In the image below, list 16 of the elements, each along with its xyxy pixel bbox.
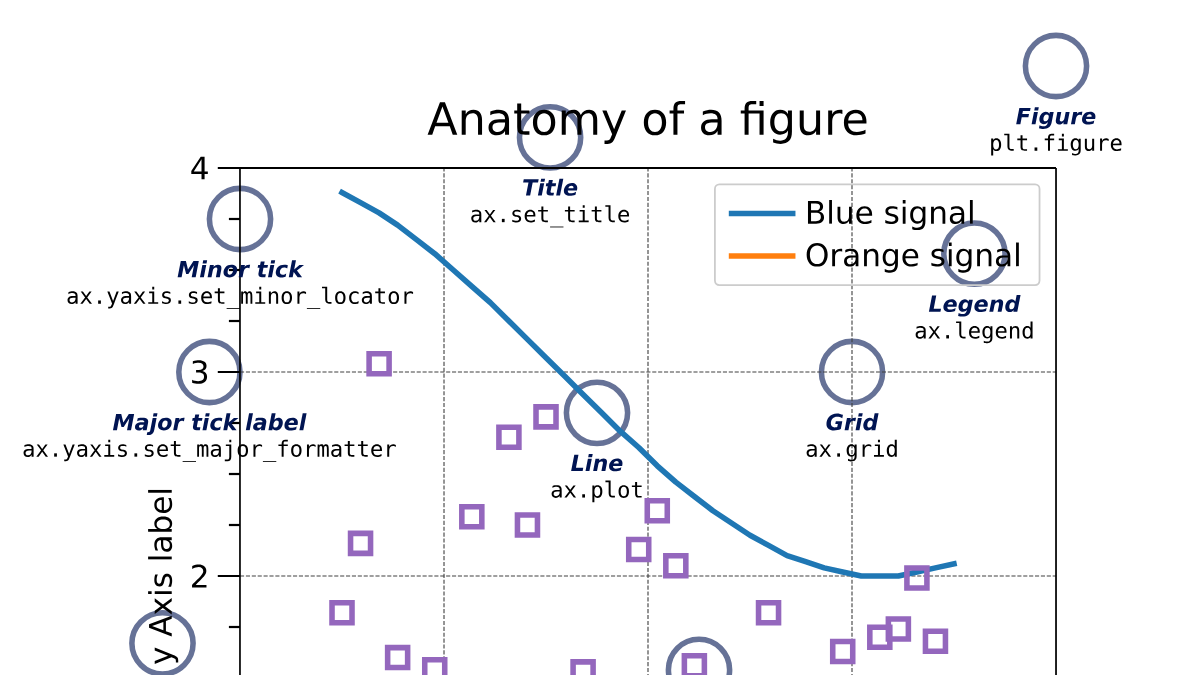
- annotation: ax.set_title: [471, 205, 630, 228]
- annotation: ax.legend: [915, 321, 1033, 344]
- y-tick-label: 4: [191, 156, 208, 180]
- annotation: Line: [571, 454, 623, 472]
- annotation: Title: [523, 178, 578, 196]
- annotation: Grid: [826, 413, 879, 431]
- legend-label: Blue signal: [807, 200, 973, 231]
- text: plt.figure: [991, 133, 1122, 156]
- text: Major tick label: [112, 413, 307, 435]
- annotation: ax.grid: [806, 439, 897, 462]
- annotation: ax.plot: [551, 480, 642, 503]
- y-axis-title: y Axis label: [148, 489, 179, 665]
- annotation: Legend: [928, 294, 1021, 317]
- y-tick-label: 2: [192, 564, 207, 588]
- text: Figure: [1016, 107, 1096, 129]
- y-tick-label: 3: [192, 360, 208, 384]
